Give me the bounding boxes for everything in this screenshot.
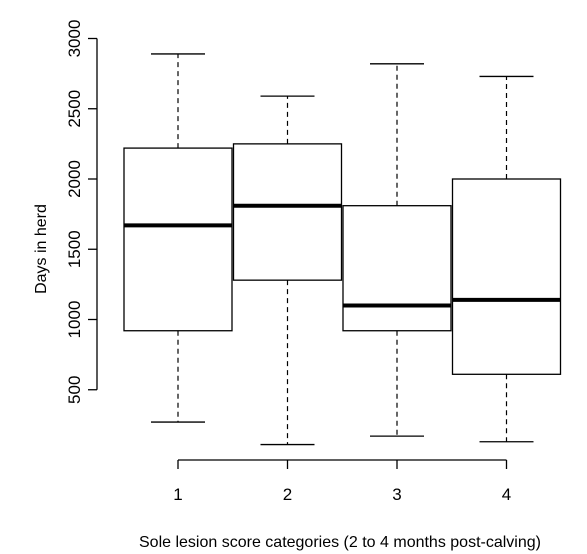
- iqr-box-3: [343, 206, 451, 331]
- iqr-box-2: [234, 144, 342, 280]
- box-category-3: [343, 64, 451, 436]
- y-tick-label-3000: 3000: [65, 20, 84, 58]
- y-tick-label-500: 500: [65, 376, 84, 404]
- x-tick-label-2: 2: [283, 485, 292, 504]
- iqr-box-1: [124, 148, 232, 331]
- box-category-4: [453, 76, 561, 441]
- box-category-1: [124, 54, 232, 422]
- x-tick-label-4: 4: [502, 485, 511, 504]
- y-axis-label: Days in herd: [33, 204, 50, 294]
- iqr-box-4: [453, 179, 561, 374]
- boxes: [124, 54, 561, 445]
- x-tick-label-3: 3: [392, 485, 401, 504]
- x-axis: 1 2 3 4: [173, 460, 511, 504]
- y-tick-label-1500: 1500: [65, 230, 84, 268]
- y-tick-label-2000: 2000: [65, 160, 84, 198]
- x-axis-label: Sole lesion score categories (2 to 4 mon…: [139, 534, 541, 551]
- box-category-2: [234, 96, 342, 444]
- y-tick-label-1000: 1000: [65, 301, 84, 339]
- y-axis: 500 1000 1500 2000 2500 3000: [65, 20, 97, 404]
- x-tick-label-1: 1: [173, 485, 182, 504]
- y-tick-label-2500: 2500: [65, 90, 84, 128]
